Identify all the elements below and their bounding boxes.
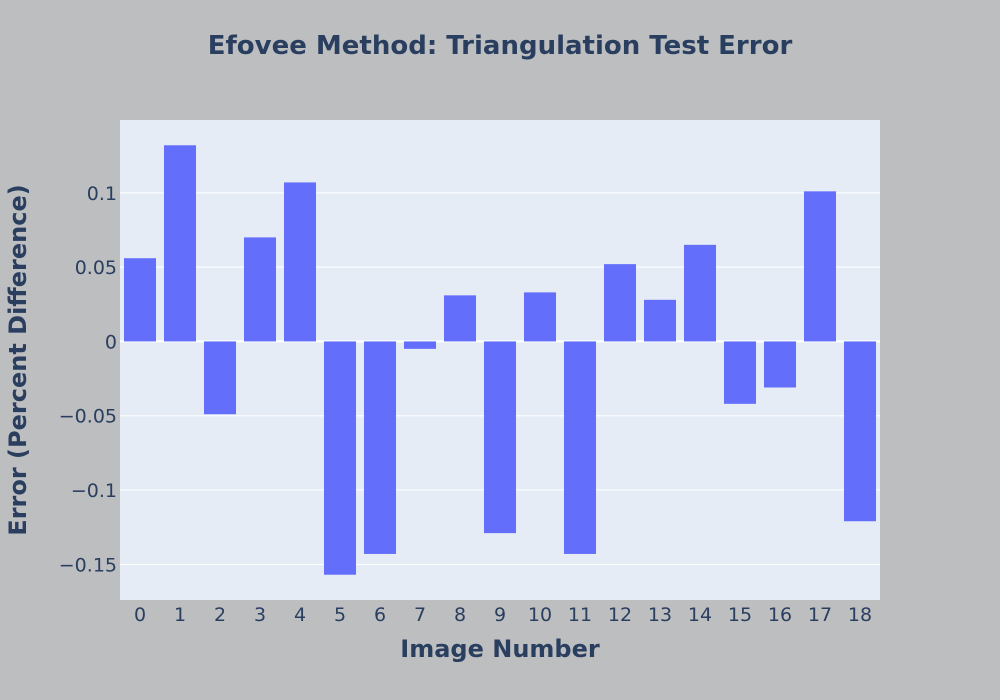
x-tick-label: 16 [768, 604, 792, 626]
bar-13[interactable] [644, 299, 676, 342]
x-tick-label: 6 [374, 604, 386, 626]
bar-17[interactable] [804, 191, 836, 342]
bar-12[interactable] [604, 264, 636, 342]
y-axis-title: Error (Percent Difference) [4, 184, 32, 535]
y-tick-label: 0.05 [75, 257, 117, 279]
x-tick-label: 8 [454, 604, 466, 626]
x-tick-label: 11 [568, 604, 592, 626]
x-tick-label: 18 [848, 604, 872, 626]
x-tick-label: 0 [134, 604, 146, 626]
bar-0[interactable] [124, 258, 156, 342]
bar-5[interactable] [324, 341, 356, 575]
chart-title: Efovee Method: Triangulation Test Error [208, 31, 793, 61]
bar-7[interactable] [404, 341, 436, 349]
bar-3[interactable] [244, 237, 276, 342]
x-tick-label: 7 [414, 604, 426, 626]
bar-2[interactable] [204, 341, 236, 415]
x-tick-label: 2 [214, 604, 226, 626]
y-axis-ticks: −0.15 −0.1 −0.05 0 0.05 0.1 [59, 183, 117, 577]
bar-9[interactable] [484, 341, 516, 534]
x-axis-title: Image Number [400, 635, 600, 663]
x-tick-label: 15 [728, 604, 752, 626]
bars [124, 145, 876, 575]
bar-16[interactable] [764, 341, 796, 388]
bar-6[interactable] [364, 341, 396, 554]
bar-11[interactable] [564, 341, 596, 554]
x-tick-label: 13 [648, 604, 672, 626]
bar-18[interactable] [844, 341, 876, 522]
x-tick-label: 14 [688, 604, 712, 626]
x-tick-label: 10 [528, 604, 552, 626]
x-tick-label: 5 [334, 604, 346, 626]
bar-15[interactable] [724, 341, 756, 404]
y-tick-label: −0.05 [59, 406, 117, 428]
y-tick-label: 0.1 [87, 183, 117, 205]
x-tick-label: 12 [608, 604, 632, 626]
x-tick-label: 4 [294, 604, 306, 626]
x-axis-ticks: 0 1 2 3 4 5 6 7 8 9 10 11 12 13 14 15 16 17 18 [134, 604, 872, 626]
bar-4[interactable] [284, 182, 316, 342]
y-tick-label: 0 [105, 331, 117, 353]
y-tick-label: −0.1 [71, 480, 117, 502]
bar-14[interactable] [684, 244, 716, 342]
x-tick-label: 1 [174, 604, 186, 626]
y-tick-label: −0.15 [59, 554, 117, 576]
bar-10[interactable] [524, 292, 556, 342]
x-tick-label: 9 [494, 604, 506, 626]
x-tick-label: 3 [254, 604, 266, 626]
x-tick-label: 17 [808, 604, 832, 626]
bar-8[interactable] [444, 295, 476, 342]
bar-1[interactable] [164, 145, 196, 342]
